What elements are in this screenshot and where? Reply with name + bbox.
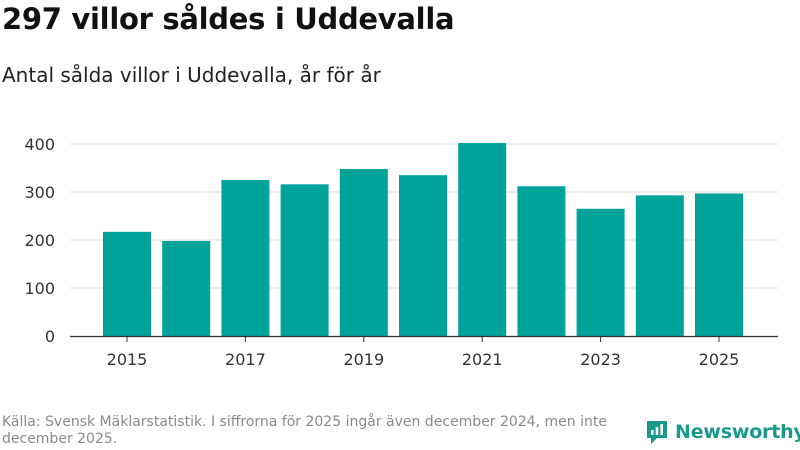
bar-2022 — [517, 186, 566, 336]
x-tick-label-2025: 2025 — [699, 350, 740, 369]
y-tick-label-300: 300 — [24, 183, 55, 202]
bar-2016 — [162, 240, 211, 336]
newsworthy-logo: Newsworthy — [645, 419, 800, 445]
y-tick-label-200: 200 — [24, 231, 55, 250]
bar-2023 — [576, 208, 625, 336]
bar-2015 — [103, 231, 151, 336]
bar-2021 — [458, 143, 507, 336]
x-tick-label-2017: 2017 — [225, 350, 266, 369]
y-tick-label-100: 100 — [24, 279, 55, 298]
bar-2019 — [339, 168, 388, 336]
x-tick-label-2015: 2015 — [107, 350, 148, 369]
bar-2020 — [399, 175, 447, 336]
y-tick-label-400: 400 — [24, 135, 55, 154]
x-tick-label-2019: 2019 — [343, 350, 384, 369]
chart-subtitle: Antal sålda villor i Uddevalla, år för å… — [2, 63, 381, 87]
y-tick-label-0: 0 — [45, 327, 55, 346]
bar-2024 — [635, 195, 684, 336]
newsworthy-icon — [647, 421, 667, 444]
bar-series — [103, 143, 743, 336]
chart-title: 297 villor såldes i Uddevalla — [2, 2, 455, 36]
x-tick-label-2021: 2021 — [462, 350, 503, 369]
axes: 0 100 200 300 400 2015 2017 2019 2021 2023 2025 — [24, 135, 778, 369]
x-tick-label-2023: 2023 — [580, 350, 621, 369]
bar-2025 — [695, 193, 743, 336]
source-note: Källa: Svensk Mäklarstatistik. I siffror… — [2, 414, 607, 447]
brand-name: Newsworthy — [675, 421, 800, 443]
bar-2017 — [221, 180, 270, 336]
bar-2018 — [280, 184, 329, 336]
